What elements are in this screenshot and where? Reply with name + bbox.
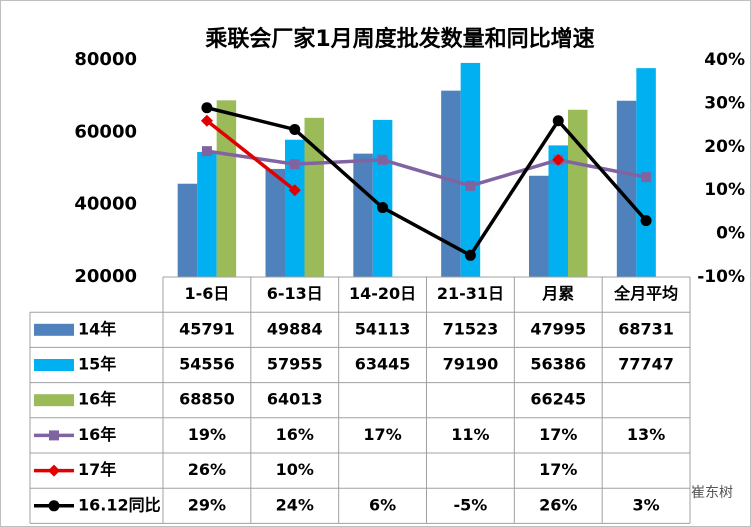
table-cell: 45791 (179, 319, 235, 338)
line-marker (641, 172, 652, 183)
line-marker (200, 114, 213, 127)
table-cell: 19% (188, 425, 226, 444)
table-cell: 71523 (443, 319, 499, 338)
table-cell: 3% (632, 495, 659, 514)
table-cell: 56386 (530, 355, 586, 374)
table-cell: 66245 (530, 390, 586, 409)
legend-label: 14年 (78, 319, 116, 338)
legend-label: 17年 (78, 460, 116, 479)
bar (616, 100, 637, 277)
table-cell: 57955 (267, 355, 323, 374)
y2-tick-label: 20% (704, 137, 745, 157)
line-marker (640, 215, 652, 227)
line (206, 149, 647, 188)
table-cell: 10% (276, 460, 314, 479)
line-marker (464, 249, 476, 261)
table-cell: 17% (539, 460, 577, 479)
bar (304, 117, 324, 278)
x-tick-label: 21-31日 (437, 284, 504, 303)
line-marker (288, 184, 301, 197)
legend-marker (48, 464, 60, 477)
table-cell: 79190 (443, 355, 499, 374)
line-marker (377, 154, 388, 165)
table-cell: 63445 (355, 355, 411, 374)
line-marker (201, 146, 212, 157)
bar (529, 175, 549, 277)
table-cell: 26% (539, 495, 577, 514)
table-cell: 11% (451, 425, 489, 444)
bar (372, 119, 393, 277)
legend-label: 15年 (78, 355, 116, 374)
y2-tick-label: 30% (704, 93, 745, 113)
legend-swatch (34, 359, 74, 371)
x-tick-label: 6-13日 (267, 284, 323, 303)
table-cell: 47995 (530, 319, 586, 338)
line (206, 106, 648, 258)
table-cell: 29% (188, 495, 226, 514)
table-cell: 77747 (618, 355, 674, 374)
x-tick-label: 1-6日 (184, 284, 229, 303)
y-tick-label: 80000 (74, 49, 137, 70)
bar (265, 168, 285, 277)
bar (460, 62, 481, 277)
x-tick-label: 14-20日 (349, 284, 416, 303)
legend-label: 16年 (78, 425, 116, 444)
x-tick-label: 全月平均 (613, 284, 678, 303)
line-marker (552, 115, 564, 127)
line-marker (289, 159, 300, 170)
chart-title: 乘联会厂家1月周度批发数量和同比增速 (204, 26, 594, 52)
legend-marker (48, 500, 60, 512)
table-cell: 54556 (179, 355, 235, 374)
bar (548, 145, 568, 277)
line-marker (201, 102, 213, 114)
bar (216, 100, 237, 277)
y2-tick-label: 10% (704, 180, 745, 200)
x-tick-label: 月累 (541, 284, 574, 303)
table-cell: 24% (276, 495, 314, 514)
bar (197, 152, 217, 277)
bar (285, 139, 305, 277)
table-cell: 49884 (267, 319, 323, 338)
bar (353, 153, 373, 277)
y-tick-label: 60000 (74, 121, 137, 142)
line-marker (289, 123, 301, 135)
table-cell: -5% (454, 495, 488, 514)
legend-label: 16年 (78, 390, 116, 409)
table-cell: 64013 (267, 390, 323, 409)
y2-tick-label: 40% (704, 50, 745, 70)
bar (568, 109, 588, 277)
table-cell: 26% (188, 460, 226, 479)
table-cell: 6% (369, 495, 396, 514)
legend-label: 16.12同比 (78, 495, 161, 514)
line-marker (377, 202, 389, 214)
legend-swatch (34, 323, 74, 336)
line-marker (465, 180, 476, 191)
y-tick-label: 40000 (74, 194, 137, 215)
table-cell: 16% (276, 425, 314, 444)
y2-tick-label: 0% (716, 224, 745, 244)
legend-marker (49, 430, 59, 441)
bar (177, 183, 198, 277)
table-cell: 68850 (179, 390, 235, 409)
table-cell: 68731 (618, 319, 674, 338)
legend-swatch (34, 394, 74, 407)
y-tick-label: 20000 (74, 266, 137, 287)
bar (441, 90, 461, 278)
table-cell: 13% (627, 425, 665, 444)
y2-tick-label: -10% (697, 267, 745, 287)
line-marker (552, 153, 565, 166)
watermark: 崔东树 (691, 485, 733, 501)
table-cell: 54113 (355, 319, 411, 338)
table-cell: 17% (363, 425, 401, 444)
table-cell: 17% (539, 425, 577, 444)
